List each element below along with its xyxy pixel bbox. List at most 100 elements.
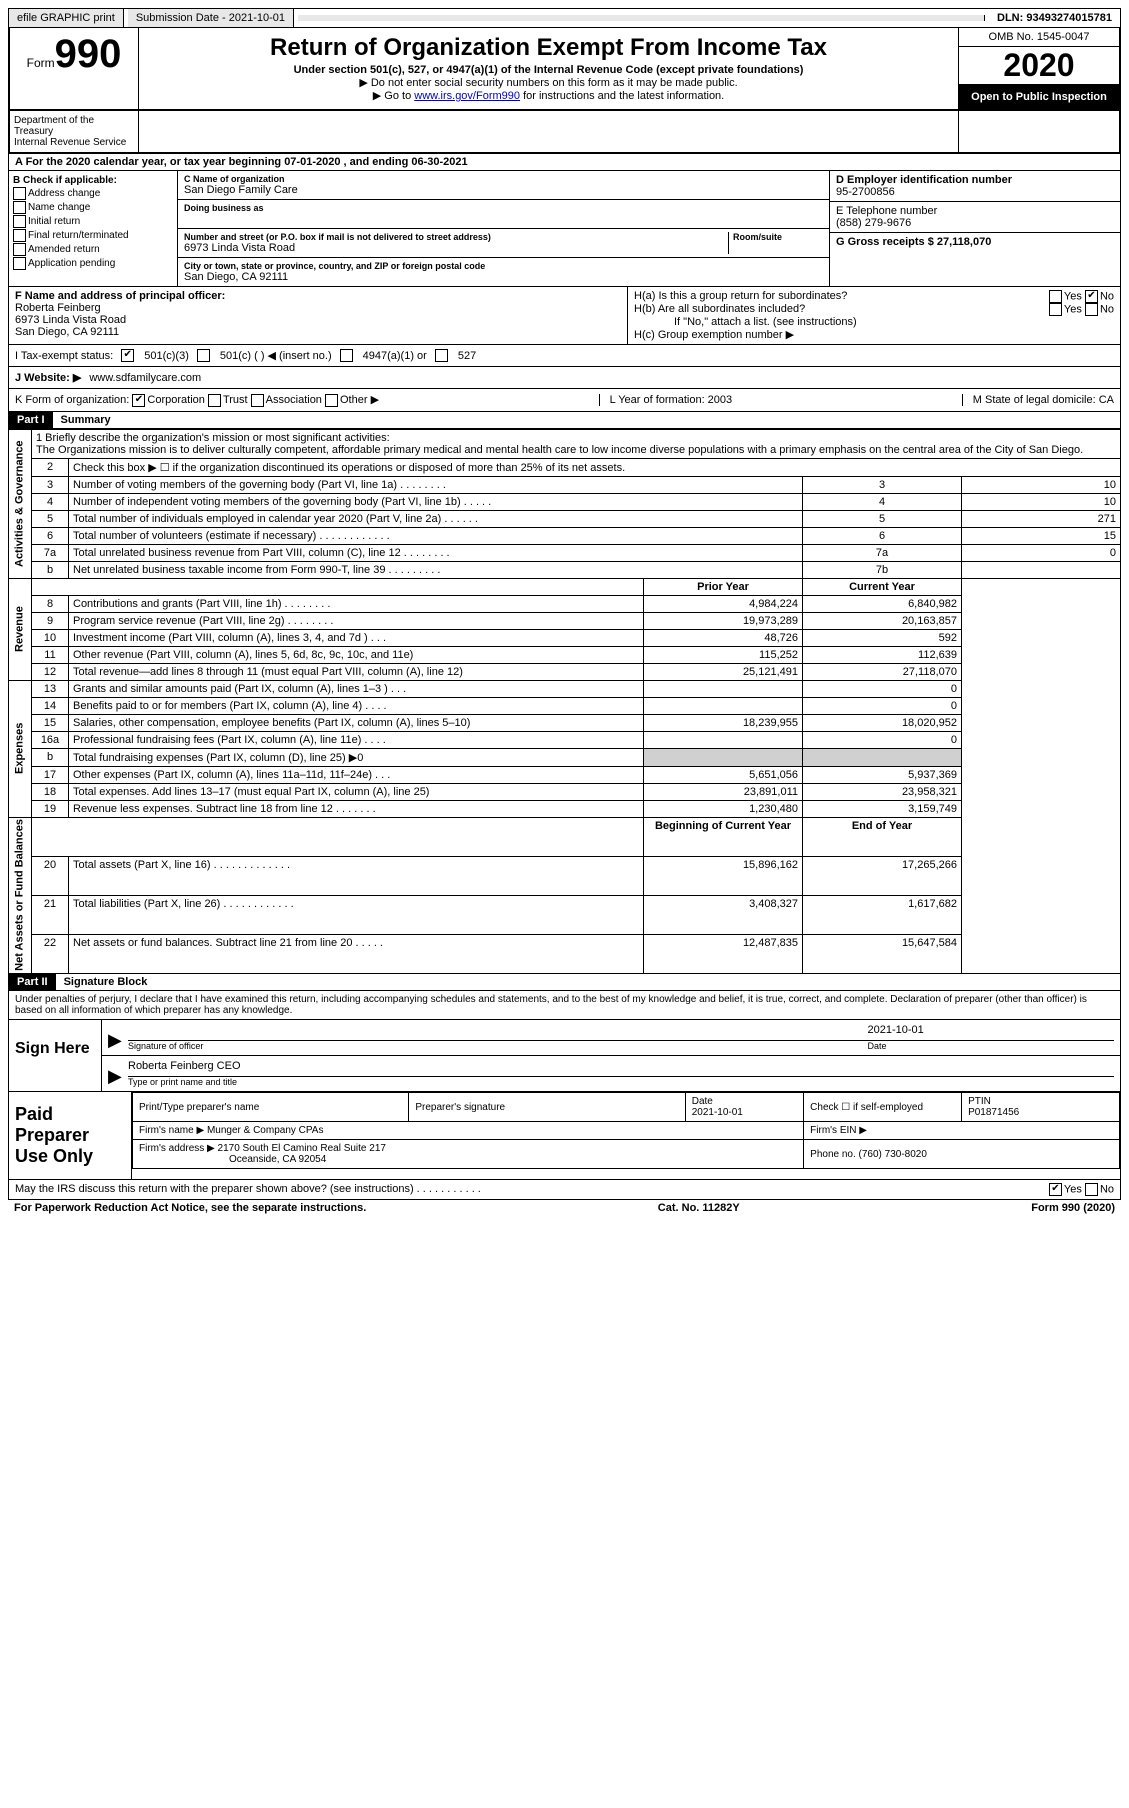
cb-final-return[interactable]: Final return/terminated <box>13 229 173 242</box>
cb-assoc[interactable] <box>251 394 264 407</box>
hdr-current: Current Year <box>803 578 962 595</box>
prep-date: 2021-10-01 <box>692 1107 743 1118</box>
tax-year: 2020 <box>959 47 1119 85</box>
part2-badge: Part II <box>9 974 56 990</box>
l7b-v <box>962 561 1121 578</box>
l10-p: 48,726 <box>644 629 803 646</box>
sign-section: Sign Here ▶ Signature of officer 2021-10… <box>8 1020 1121 1092</box>
l3-v: 10 <box>962 476 1121 493</box>
l9-c: 20,163,857 <box>803 612 962 629</box>
cb-corp[interactable]: ✔ <box>132 394 145 407</box>
preparer-label: Paid Preparer Use Only <box>9 1092 132 1179</box>
header-center: Return of Organization Exempt From Incom… <box>139 28 958 109</box>
l13-p <box>644 680 803 697</box>
form-note1: ▶ Do not enter social security numbers o… <box>147 76 950 89</box>
cb-name-change[interactable]: Name change <box>13 201 173 214</box>
l22-n: 22 <box>32 935 69 974</box>
l22-c: 15,647,584 <box>803 935 962 974</box>
sig-officer-label: Signature of officer <box>128 1041 868 1051</box>
l18-c: 23,958,321 <box>803 783 962 800</box>
vert-rev: Revenue <box>9 578 32 680</box>
mission-q: 1 Briefly describe the organization's mi… <box>36 432 1116 444</box>
info-grid: B Check if applicable: Address change Na… <box>8 171 1121 287</box>
officer-name: Roberta Feinberg <box>15 302 621 314</box>
cb-501c3[interactable]: ✔ <box>121 349 134 362</box>
city-state-zip: San Diego, CA 92111 <box>184 271 823 283</box>
cb-other[interactable] <box>325 394 338 407</box>
cb-trust[interactable] <box>208 394 221 407</box>
prep-h1: Print/Type preparer's name <box>139 1102 259 1113</box>
cb-501c[interactable] <box>197 349 210 362</box>
city-label: City or town, state or province, country… <box>184 261 823 271</box>
cb-initial-return[interactable]: Initial return <box>13 215 173 228</box>
firm-addr-label: Firm's address ▶ <box>139 1143 215 1154</box>
sig-name: Roberta Feinberg CEO <box>128 1060 1114 1077</box>
hb-label: H(b) Are all subordinates included? <box>634 303 805 316</box>
discuss-yes: Yes <box>1064 1184 1082 1196</box>
l22-p: 12,487,835 <box>644 935 803 974</box>
ptin: P01871456 <box>968 1107 1019 1118</box>
l20-t: Total assets (Part X, line 16) . . . . .… <box>69 856 644 895</box>
l3-n: 3 <box>32 476 69 493</box>
officer-addr2: San Diego, CA 92111 <box>15 326 621 338</box>
l4-v: 10 <box>962 493 1121 510</box>
vert-gov: Activities & Governance <box>9 429 32 578</box>
cb-discuss-yes[interactable]: ✔ <box>1049 1183 1062 1196</box>
hb-yes: Yes <box>1064 303 1082 315</box>
preparer-section: Paid Preparer Use Only Print/Type prepar… <box>8 1092 1121 1180</box>
cb-4947[interactable] <box>340 349 353 362</box>
l11-p: 115,252 <box>644 646 803 663</box>
l9-n: 9 <box>32 612 69 629</box>
form-note2: ▶ Go to www.irs.gov/Form990 for instruct… <box>147 89 950 102</box>
l3-box: 3 <box>803 476 962 493</box>
cb-discuss-no[interactable] <box>1085 1183 1098 1196</box>
ha-label: H(a) Is this a group return for subordin… <box>634 290 847 303</box>
cb-amended[interactable]: Amended return <box>13 243 173 256</box>
omb-number: OMB No. 1545-0047 <box>959 28 1119 47</box>
form-subtitle: Under section 501(c), 527, or 4947(a)(1)… <box>147 64 950 76</box>
prep-h2: Preparer's signature <box>415 1102 505 1113</box>
sig-date: 2021-10-01 <box>868 1024 1115 1041</box>
efile-label: efile GRAPHIC print <box>9 9 124 27</box>
l6-v: 15 <box>962 527 1121 544</box>
website-label: J Website: ▶ <box>15 371 81 384</box>
l12-t: Total revenue—add lines 8 through 11 (mu… <box>69 663 644 680</box>
sig-date-label: Date <box>868 1041 1115 1051</box>
cb-address-change[interactable]: Address change <box>13 187 173 200</box>
gross-receipts: G Gross receipts $ 27,118,070 <box>836 236 1114 248</box>
l11-t: Other revenue (Part VIII, column (A), li… <box>69 646 644 663</box>
opt-assoc: Association <box>266 394 322 406</box>
l12-n: 12 <box>32 663 69 680</box>
l9-t: Program service revenue (Part VIII, line… <box>69 612 644 629</box>
part2-header: Part II Signature Block <box>8 974 1121 991</box>
l5-n: 5 <box>32 510 69 527</box>
fh-row: F Name and address of principal officer:… <box>8 287 1121 345</box>
cb-app-pending[interactable]: Application pending <box>13 257 173 270</box>
hb-no: No <box>1100 303 1114 315</box>
footer-right: Form 990 (2020) <box>1031 1202 1115 1214</box>
opt-other: Other ▶ <box>340 394 379 406</box>
note2-pre: ▶ Go to <box>373 90 414 102</box>
footer-left: For Paperwork Reduction Act Notice, see … <box>14 1202 366 1214</box>
vert-net: Net Assets or Fund Balances <box>9 817 32 974</box>
opt-trust: Trust <box>223 394 248 406</box>
l13-t: Grants and similar amounts paid (Part IX… <box>69 680 644 697</box>
l17-c: 5,937,369 <box>803 766 962 783</box>
firm-addr2: Oceanside, CA 92054 <box>139 1154 326 1165</box>
l20-p: 15,896,162 <box>644 856 803 895</box>
l8-n: 8 <box>32 595 69 612</box>
l8-c: 6,840,982 <box>803 595 962 612</box>
irs-link[interactable]: www.irs.gov/Form990 <box>414 90 520 102</box>
l7a-t: Total unrelated business revenue from Pa… <box>69 544 803 561</box>
section-f: F Name and address of principal officer:… <box>9 287 628 344</box>
note2-post: for instructions and the latest informat… <box>520 90 724 102</box>
addr-label: Number and street (or P.O. box if mail i… <box>184 232 728 242</box>
cb-527[interactable] <box>435 349 448 362</box>
l15-p: 18,239,955 <box>644 714 803 731</box>
top-bar: efile GRAPHIC print Submission Date - 20… <box>8 8 1121 28</box>
arrow-icon: ▶ <box>108 1066 128 1087</box>
l17-n: 17 <box>32 766 69 783</box>
l14-t: Benefits paid to or for members (Part IX… <box>69 697 644 714</box>
room-label: Room/suite <box>733 232 823 242</box>
m-state: M State of legal domicile: CA <box>962 394 1114 406</box>
